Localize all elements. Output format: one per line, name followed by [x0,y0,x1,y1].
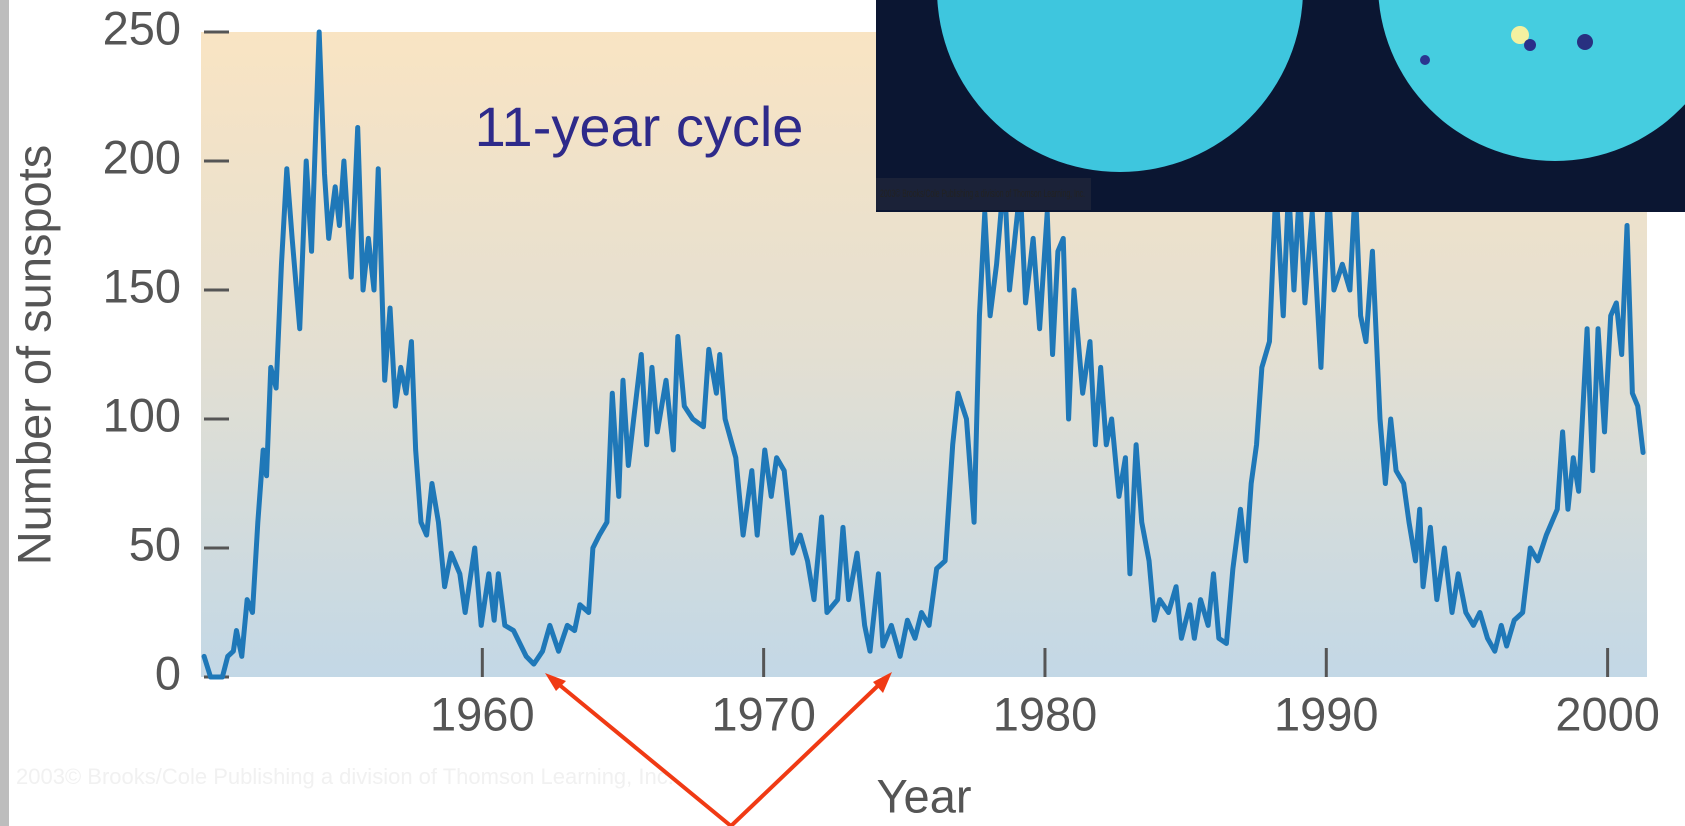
slide-edge [0,0,9,826]
y-tick-label: 200 [103,130,181,183]
sunspot-region [1524,39,1536,51]
arrows [545,672,892,826]
arrow-head [873,672,892,693]
y-tick-label: 250 [103,1,181,54]
arrow-line [549,676,733,826]
sunspot-region [1511,26,1529,44]
y-axis-title: Number of sunspots [7,145,60,566]
x-tick-label: 2000 [1555,687,1660,740]
y-tick-label: 50 [129,517,181,570]
sunspot-region [1420,55,1430,65]
sun-disk [1378,0,1685,161]
y-tick-label: 150 [103,259,181,312]
x-axis-title: Year [877,769,972,822]
inset-image: 2003© Brooks/Cole Publishing a division … [876,0,1685,212]
x-tick-label: 1960 [430,687,535,740]
credit: 2003© Brooks/Cole Publishing a division … [880,188,1085,200]
x-tick-label: 1990 [1274,687,1379,740]
credit-faint: 2003© Brooks/Cole Publishing a division … [16,764,674,789]
arrow-line [729,676,888,826]
x-tick-label: 1980 [993,687,1098,740]
credit-box [876,178,1091,210]
y-tick-label: 100 [103,388,181,441]
data-line [201,29,1646,680]
sun-disk [937,0,1303,172]
arrow-head [545,673,566,691]
annotation: 11-year cycle [475,95,804,158]
sunspot-region [1577,34,1593,50]
y-tick-label: 0 [155,646,181,699]
plot-area: 0 50 100 150 200 250 1960 1970 1980 1990 2000 [103,1,1660,740]
x-tick-label: 1970 [711,687,816,740]
